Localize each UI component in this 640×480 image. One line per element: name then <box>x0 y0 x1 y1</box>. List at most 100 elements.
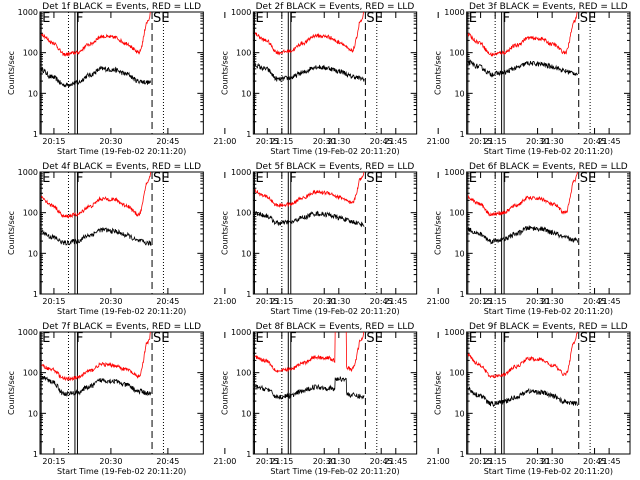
x-axis-label: Start Time (19-Feb-02 20:11:20) <box>484 147 613 156</box>
y-tick-label: 1000 <box>444 328 464 337</box>
x-tick-label: 20:15 <box>469 297 492 306</box>
x-tick-label: 21:30 <box>327 297 350 306</box>
y-axis-label: Counts/sec <box>7 51 16 95</box>
panel-title: Det 3f BLACK = Events, RED = LLD <box>469 2 628 12</box>
x-axis-label: Start Time (19-Feb-02 20:11:20) <box>270 467 399 476</box>
y-tick-label: 1 <box>246 450 251 459</box>
y-tick-label: 100 <box>236 49 251 58</box>
x-tick-label: 21:15 <box>270 297 293 306</box>
y-tick-label: 100 <box>449 209 464 218</box>
events-series-line <box>41 376 152 397</box>
marker-label-e: E <box>255 11 263 26</box>
x-tick-label: 21:00 <box>427 137 450 146</box>
x-tick-label: 20:30 <box>99 297 122 306</box>
marker-label-f: F <box>289 171 296 186</box>
marker-label-e: E <box>469 331 477 346</box>
marker-label-e: E <box>42 331 50 346</box>
x-tick-label: 21:30 <box>541 457 564 466</box>
chart-panel-3: Det 3f BLACK = Events, RED = LLD 1 10 100 10… <box>434 2 640 156</box>
events-series-line <box>467 386 578 408</box>
y-tick-label: 10 <box>28 89 38 98</box>
x-tick-label: 21:00 <box>213 137 236 146</box>
marker-label-se: SE <box>580 331 596 346</box>
lld-series-line <box>254 332 365 373</box>
marker-label-f: F <box>76 331 83 346</box>
events-series-line <box>254 376 365 400</box>
x-tick-label: 21:15 <box>270 137 293 146</box>
x-tick-label: 20:45 <box>156 297 179 306</box>
y-tick-label: 100 <box>449 369 464 378</box>
marker-label-f: F <box>503 331 510 346</box>
y-tick-label: 100 <box>236 209 251 218</box>
x-tick-label: 20:45 <box>156 457 179 466</box>
y-tick-label: 1000 <box>18 168 38 177</box>
y-axis-label: Counts/sec <box>434 51 443 95</box>
x-tick-label: 21:00 <box>427 297 450 306</box>
chart-panel-8: Det 8f BLACK = Events, RED = LLD 1 10 100 10… <box>220 322 620 476</box>
x-axis-label: Start Time (19-Feb-02 20:11:20) <box>270 307 399 316</box>
x-tick-label: 21:15 <box>484 137 507 146</box>
marker-label-se: SE <box>153 171 169 186</box>
x-tick-label: 20:15 <box>256 297 279 306</box>
y-tick-label: 1 <box>246 130 251 139</box>
x-tick-label: 20:30 <box>313 457 336 466</box>
lld-series-line <box>467 12 578 57</box>
panel-title: Det 5f BLACK = Events, RED = LLD <box>256 162 415 172</box>
x-tick-label: 20:30 <box>526 297 549 306</box>
x-axis-label: Start Time (19-Feb-02 20:11:20) <box>484 467 613 476</box>
lld-series-line <box>41 12 151 58</box>
marker-label-f: F <box>503 11 510 26</box>
x-axis-label: Start Time (19-Feb-02 20:11:20) <box>57 147 186 156</box>
y-tick-label: 1 <box>33 290 38 299</box>
x-tick-label: 21:15 <box>270 457 293 466</box>
events-series-line <box>467 225 578 245</box>
marker-label-e: E <box>42 11 50 26</box>
y-tick-label: 1000 <box>18 8 38 17</box>
y-tick-label: 100 <box>23 49 38 58</box>
marker-label-e: E <box>42 171 50 186</box>
panel-title: Det 4f BLACK = Events, RED = LLD <box>42 162 201 172</box>
chart-panel-9: Det 9f BLACK = Events, RED = LLD 1 10 100 10… <box>434 322 640 476</box>
x-axis-label: Start Time (19-Feb-02 20:11:20) <box>57 307 186 316</box>
x-tick-label: 21:45 <box>598 137 621 146</box>
panel-title: Det 9f BLACK = Events, RED = LLD <box>469 322 628 332</box>
marker-label-se: SE <box>153 331 169 346</box>
y-axis-label: Counts/sec <box>434 211 443 255</box>
panel-title: Det 1f BLACK = Events, RED = LLD <box>42 2 201 12</box>
y-tick-label: 100 <box>23 209 38 218</box>
events-series-line <box>41 65 151 88</box>
marker-label-se: SE <box>366 11 382 26</box>
x-tick-label: 21:00 <box>213 297 236 306</box>
plot-frame <box>39 11 204 135</box>
lld-series-line <box>41 332 151 382</box>
lld-series-line <box>467 332 578 379</box>
plot-frame <box>466 171 631 295</box>
chart-panel-4: Det 4f BLACK = Events, RED = LLD 1 10 100 10… <box>7 162 407 316</box>
x-tick-label: 21:45 <box>598 297 621 306</box>
y-tick-label: 1 <box>460 290 465 299</box>
marker-label-se: SE <box>580 11 596 26</box>
x-tick-label: 20:15 <box>256 457 279 466</box>
chart-panel-2: Det 2f BLACK = Events, RED = LLD 1 10 100 10… <box>220 2 620 156</box>
y-tick-label: 100 <box>23 369 38 378</box>
marker-label-se: SE <box>580 171 596 186</box>
x-tick-label: 21:30 <box>541 137 564 146</box>
x-tick-label: 20:15 <box>42 137 65 146</box>
y-axis-label: Counts/sec <box>7 371 16 415</box>
marker-label-e: E <box>255 171 263 186</box>
x-tick-label: 20:45 <box>370 457 393 466</box>
lld-series-line <box>467 172 578 217</box>
y-tick-label: 10 <box>454 409 464 418</box>
x-tick-label: 21:30 <box>327 137 350 146</box>
x-tick-label: 20:45 <box>370 137 393 146</box>
x-axis-label: Start Time (19-Feb-02 20:11:20) <box>270 147 399 156</box>
chart-panel-5: Det 5f BLACK = Events, RED = LLD 1 10 100 10… <box>220 162 620 316</box>
y-tick-label: 10 <box>454 89 464 98</box>
plot-frame <box>39 171 204 295</box>
x-tick-label: 21:45 <box>384 297 407 306</box>
plot-frame <box>466 11 631 135</box>
x-tick-label: 20:45 <box>156 137 179 146</box>
y-tick-label: 10 <box>241 89 251 98</box>
x-tick-label: 20:30 <box>99 137 122 146</box>
